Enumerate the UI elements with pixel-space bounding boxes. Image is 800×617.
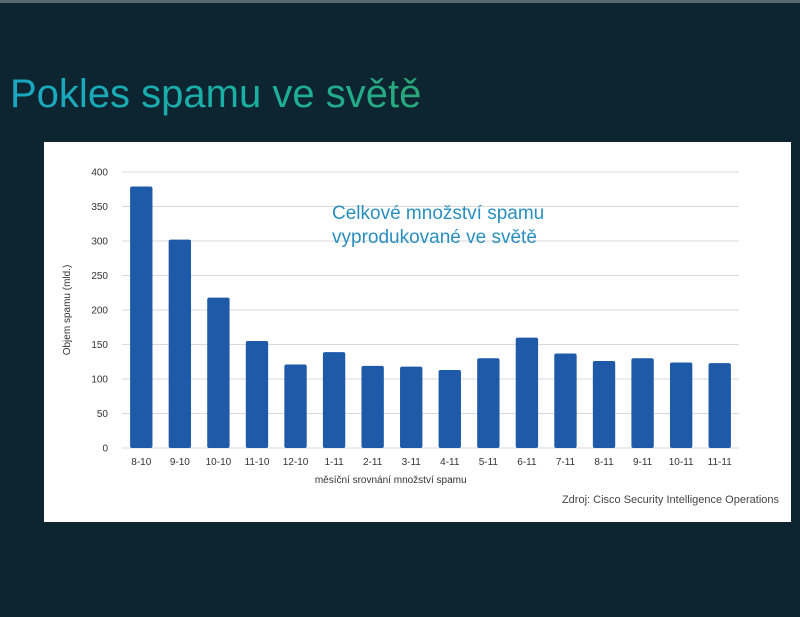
slide-title: Pokles spamu ve světě bbox=[10, 72, 422, 116]
x-tick-label: 11-11 bbox=[708, 457, 733, 468]
bar-10-10 bbox=[207, 297, 230, 448]
x-tick-label: 7-11 bbox=[556, 457, 576, 468]
y-tick-label: 150 bbox=[91, 340, 108, 351]
bar-chart: 0 50 100 150 200 250 300 350 400 8-10 9-10 10-10 11… bbox=[62, 168, 739, 486]
y-tick-label: 50 bbox=[97, 409, 109, 420]
x-tick-label: 8-10 bbox=[131, 457, 151, 468]
x-tick-label: 10-11 bbox=[669, 457, 694, 468]
y-tick-label: 400 bbox=[91, 168, 108, 179]
bars bbox=[130, 186, 731, 449]
bar-3-11 bbox=[400, 366, 423, 448]
bar-1-11 bbox=[322, 352, 346, 448]
bar-8-10 bbox=[130, 186, 153, 449]
y-axis-title: Objem spamu (mld.) bbox=[62, 265, 73, 356]
x-tick-label: 4-11 bbox=[440, 457, 460, 468]
y-tick-label: 100 bbox=[91, 375, 108, 386]
annotation-line-1: Celkové množství spamu bbox=[332, 203, 545, 224]
bar-11-11 bbox=[708, 363, 731, 448]
x-tick-label: 10-10 bbox=[206, 457, 232, 468]
bar-9-10 bbox=[168, 239, 192, 448]
bar-5-11 bbox=[477, 358, 500, 448]
x-tick-labels: 8-10 9-10 10-10 11-10 12-10 1-11 2-11 3-11 4-11 5… bbox=[131, 457, 732, 468]
y-tick-labels: 0 50 100 150 200 250 300 350 400 bbox=[91, 168, 108, 455]
x-tick-label: 2-11 bbox=[363, 457, 383, 468]
x-tick-label: 1-11 bbox=[324, 457, 344, 468]
source-note: Zdroj: Cisco Security Intelligence Opera… bbox=[561, 494, 779, 506]
top-border bbox=[0, 0, 800, 3]
bar-10-11 bbox=[669, 362, 693, 448]
x-tick-label: 11-10 bbox=[245, 457, 270, 468]
x-tick-label: 12-10 bbox=[283, 457, 309, 468]
y-tick-label: 300 bbox=[91, 237, 108, 248]
bar-9-11 bbox=[631, 358, 654, 448]
bar-6-11 bbox=[515, 337, 539, 448]
annotation-line-2: vyprodukované ve světě bbox=[332, 227, 537, 248]
x-tick-label: 6-11 bbox=[517, 457, 537, 468]
chart-panel: 0 50 100 150 200 250 300 350 400 8-10 9-10 10-10 11… bbox=[44, 142, 791, 522]
x-tick-label: 9-10 bbox=[170, 457, 190, 468]
bar-11-10 bbox=[245, 341, 269, 448]
y-tick-label: 350 bbox=[91, 202, 108, 213]
bar-2-11 bbox=[361, 365, 384, 448]
y-tick-label: 250 bbox=[91, 271, 108, 282]
x-axis-title: měsíční srovnání množství spamu bbox=[315, 475, 467, 486]
bar-4-11 bbox=[438, 370, 461, 448]
chart-annotation: Celkové množství spamu vyprodukované ve … bbox=[332, 202, 544, 250]
x-tick-label: 3-11 bbox=[402, 457, 422, 468]
bar-8-11 bbox=[592, 361, 616, 448]
y-tick-label: 200 bbox=[91, 306, 108, 317]
bar-12-10 bbox=[284, 364, 307, 448]
y-tick-label: 0 bbox=[102, 444, 108, 455]
x-tick-label: 8-11 bbox=[594, 457, 614, 468]
x-tick-label: 5-11 bbox=[479, 457, 499, 468]
x-tick-label: 9-11 bbox=[633, 457, 653, 468]
bar-7-11 bbox=[554, 353, 577, 448]
